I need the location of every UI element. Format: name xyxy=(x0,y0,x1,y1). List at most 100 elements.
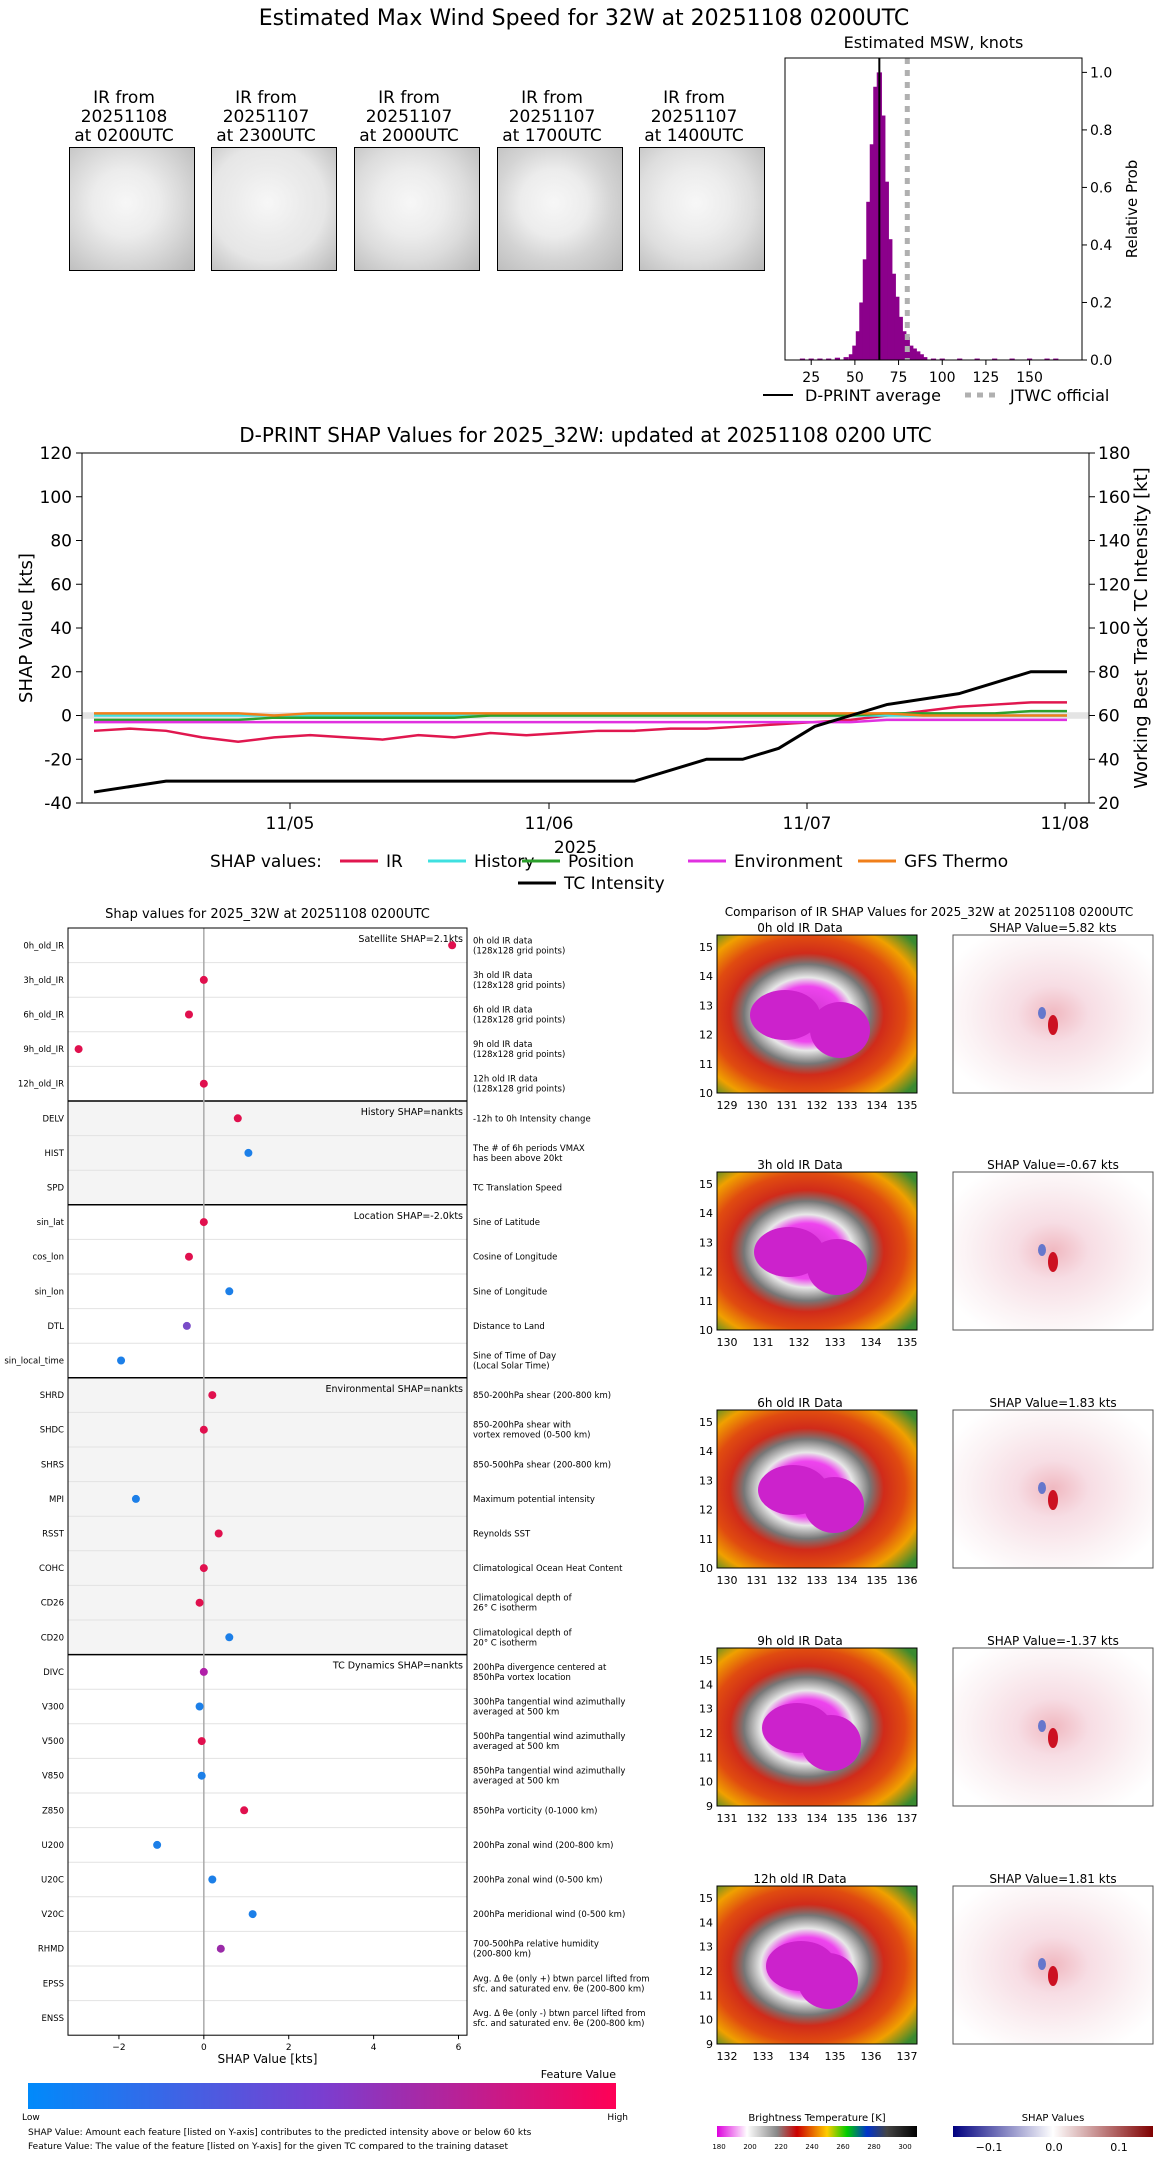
feature-description: 850-200hPa shear with xyxy=(473,1421,571,1431)
shap-hotspot xyxy=(1048,1490,1058,1510)
feature-description: 850hPa vortex location xyxy=(473,1673,571,1683)
feature-description: (128x128 grid points) xyxy=(473,1016,565,1026)
x-tick-label: 50 xyxy=(846,370,864,386)
histogram-bar xyxy=(992,358,998,360)
feature-shap-point xyxy=(182,1321,191,1330)
feature-description: averaged at 500 km xyxy=(473,1742,559,1752)
thumbnail-caption: IR from 20251108 at 0200UTC xyxy=(54,89,194,146)
x-tick-label: 100 xyxy=(929,370,956,386)
shap-map xyxy=(952,1171,1154,1331)
thumbnail-caption-line: 20251107 xyxy=(650,107,738,127)
colorbar-title: Feature Value xyxy=(541,2068,617,2081)
feature-name: cos_lon xyxy=(32,1253,64,1263)
ir-x-tick-label: 129 xyxy=(717,1099,738,1112)
ir-y-tick-label: 15 xyxy=(699,1416,713,1429)
shap-panel-title: SHAP Value=-1.37 kts xyxy=(987,1634,1119,1648)
feature-description: has been above 20kt xyxy=(473,1154,563,1164)
ir-x-tick-label: 134 xyxy=(837,1574,858,1587)
feature-shap-point xyxy=(248,1910,257,1919)
bt-colorbar-label: Brightness Temperature [K] xyxy=(748,2113,885,2124)
feature-shap-point xyxy=(199,1218,208,1227)
ir-x-tick-label: 131 xyxy=(753,1336,774,1349)
feature-shap-point xyxy=(197,1771,206,1780)
bt-colorbar-tick: 240 xyxy=(805,2143,818,2151)
feature-name: 0h_old_IR xyxy=(23,941,64,951)
ir-panel-title: 6h old IR Data xyxy=(757,1396,843,1410)
cold-cloud-core xyxy=(750,990,820,1040)
x-tick-label: 11/05 xyxy=(266,814,315,834)
x-tick-label: 11/08 xyxy=(1041,814,1090,834)
y-tick-label: 1.0 xyxy=(1090,65,1112,81)
ir-x-tick-label: 134 xyxy=(807,1812,828,1825)
ir-y-tick-label: 12 xyxy=(699,1727,713,1740)
feature-shap-point xyxy=(214,1529,223,1538)
histogram-bar xyxy=(890,273,896,360)
feature-shap-point xyxy=(184,1010,193,1019)
y-tick-label: 80 xyxy=(50,532,72,552)
histogram-title: Estimated MSW, knots xyxy=(844,33,1024,52)
legend-label: Environment xyxy=(734,852,843,872)
y2-tick-label: 180 xyxy=(1098,444,1130,464)
histogram-bar xyxy=(852,345,858,360)
ir-x-tick-label: 133 xyxy=(837,1099,858,1112)
feature-name: V500 xyxy=(42,1737,64,1747)
thumbnail-caption-line: IR from xyxy=(93,88,155,108)
cold-cloud-core xyxy=(807,1239,867,1295)
ir-x-tick-label: 134 xyxy=(789,2050,810,2063)
histogram-bar xyxy=(908,345,914,360)
ir-x-tick-label: 130 xyxy=(717,1574,738,1587)
histogram-bar xyxy=(915,351,921,360)
y2-tick-label: 100 xyxy=(1098,619,1130,639)
bt-colorbar-tick: 300 xyxy=(898,2143,911,2151)
feature-description: 200hPa divergence centered at xyxy=(473,1663,607,1673)
shap-panel-title: SHAP Value=1.83 kts xyxy=(989,1396,1116,1410)
ir-thumbnail-image xyxy=(69,147,195,271)
histogram-bar xyxy=(817,358,823,360)
histogram-bar xyxy=(883,181,889,360)
feature-group-band xyxy=(68,1204,467,1378)
msw-histogram-chart: Estimated MSW, knots 25 50 75 100 125 150 0.0 0.… xyxy=(763,33,1141,405)
page-title: Estimated Max Wind Speed for 32W at 2025… xyxy=(258,6,910,31)
ir-thumbnail-image xyxy=(211,147,337,271)
shap-hotspot xyxy=(1048,1015,1058,1035)
feature-name: U20C xyxy=(41,1876,64,1886)
ir-y-tick-label: 15 xyxy=(699,1178,713,1191)
thumbnail-caption: IR from 20251107 at 2300UTC xyxy=(196,89,336,146)
feature-shap-point xyxy=(199,1425,208,1434)
feature-description: (128x128 grid points) xyxy=(473,981,565,991)
feature-description: 6h old IR data xyxy=(473,1006,532,1016)
feature-shap-point xyxy=(197,1737,206,1746)
feature-name: SPD xyxy=(47,1184,65,1194)
histogram-bar xyxy=(922,357,928,360)
ir-comparison-panel: Comparison of IR SHAP Values for 2025_32… xyxy=(699,905,1154,2154)
shap-colorbar-tick: 0.0 xyxy=(1045,2141,1063,2154)
x-axis-label: 2025 xyxy=(554,838,597,858)
feature-shap-point xyxy=(448,941,457,950)
feature-description: 200hPa meridional wind (0-500 km) xyxy=(473,1910,625,1920)
legend-label-dprint: D-PRINT average xyxy=(805,386,941,405)
y-tick-label: 0.6 xyxy=(1090,180,1112,196)
histogram-bar xyxy=(869,144,875,360)
y2-tick-label: 40 xyxy=(1098,750,1120,770)
x-tick-label: 4 xyxy=(371,2043,377,2053)
histogram-bar xyxy=(918,354,924,360)
feature-shap-point xyxy=(74,1045,83,1054)
feature-description: averaged at 500 km xyxy=(473,1708,559,1718)
legend-label: IR xyxy=(386,852,403,872)
cold-cloud-core xyxy=(754,1227,824,1277)
ir-y-tick-label: 13 xyxy=(699,1703,713,1716)
ir-thumbnail-image xyxy=(354,147,480,271)
ir-x-tick-label: 133 xyxy=(807,1574,828,1587)
feature-name: U200 xyxy=(42,1841,64,1851)
shap-colorbar xyxy=(953,2126,1153,2137)
feature-name: 12h_old_IR xyxy=(18,1080,64,1090)
histogram-bar xyxy=(808,358,814,360)
feature-description: TC Translation Speed xyxy=(472,1184,562,1194)
ir-x-tick-label: 132 xyxy=(717,2050,738,2063)
feature-description: (128x128 grid points) xyxy=(473,1050,565,1060)
footnote-shap: SHAP Value: Amount each feature [listed … xyxy=(28,2128,532,2138)
x-tick-label: 11/07 xyxy=(783,814,832,834)
feature-description: (200-800 km) xyxy=(473,1950,531,1960)
histogram-bar xyxy=(1009,358,1015,360)
ir-y-tick-label: 10 xyxy=(699,1776,713,1789)
